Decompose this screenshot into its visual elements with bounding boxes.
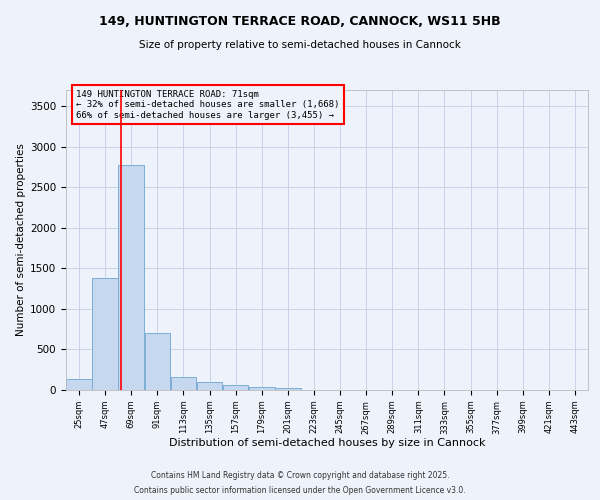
Text: 149 HUNTINGTON TERRACE ROAD: 71sqm
← 32% of semi-detached houses are smaller (1,: 149 HUNTINGTON TERRACE ROAD: 71sqm ← 32%… [76,90,340,120]
Text: Contains public sector information licensed under the Open Government Licence v3: Contains public sector information licen… [134,486,466,495]
Bar [92,278,118,390]
Y-axis label: Number of semi-detached properties: Number of semi-detached properties [16,144,26,336]
Bar [66,380,92,390]
X-axis label: Distribution of semi-detached houses by size in Cannock: Distribution of semi-detached houses by … [169,438,485,448]
Bar [170,377,196,390]
Bar [275,388,301,390]
Bar [145,333,170,390]
Text: Size of property relative to semi-detached houses in Cannock: Size of property relative to semi-detach… [139,40,461,50]
Bar [197,382,223,390]
Text: 149, HUNTINGTON TERRACE ROAD, CANNOCK, WS11 5HB: 149, HUNTINGTON TERRACE ROAD, CANNOCK, W… [99,15,501,28]
Bar [223,384,248,390]
Bar [249,387,275,390]
Text: Contains HM Land Registry data © Crown copyright and database right 2025.: Contains HM Land Registry data © Crown c… [151,471,449,480]
Bar [118,164,144,390]
